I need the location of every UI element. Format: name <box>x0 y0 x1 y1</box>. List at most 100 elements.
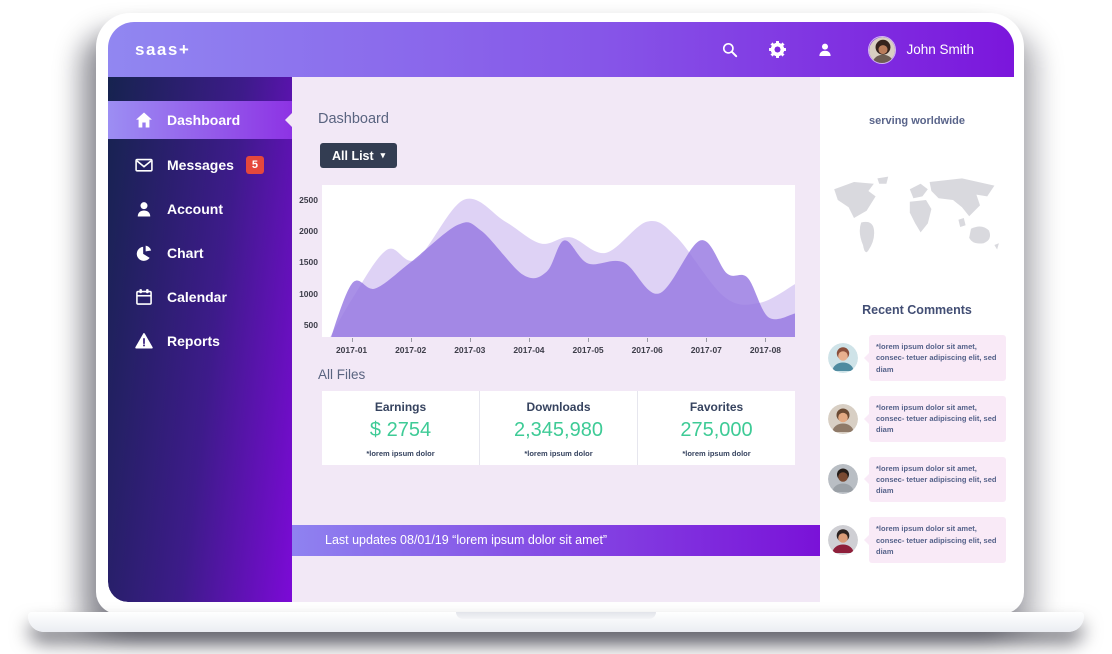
x-axis-tick <box>588 338 590 342</box>
warning-icon <box>135 333 153 349</box>
sidebar-item-chart[interactable]: Chart <box>108 231 292 275</box>
all-list-dropdown[interactable]: All List ▾ <box>320 143 398 168</box>
x-axis-tick <box>469 338 471 342</box>
chevron-down-icon: ▾ <box>380 150 386 160</box>
comment-item: *lorem ipsum dolor sit amet, consec- tet… <box>828 517 1010 563</box>
stat-value: 275,000 <box>680 419 753 441</box>
comment-item: *lorem ipsum dolor sit amet, consec- tet… <box>828 335 1010 381</box>
calendar-icon <box>136 289 152 305</box>
sidebar-item-label: Dashboard <box>167 112 241 128</box>
laptop-bezel: saas+ <box>96 13 1024 614</box>
sidebar-item-label: Account <box>167 201 223 217</box>
x-axis-tick <box>706 338 708 342</box>
x-axis-tick <box>410 338 412 342</box>
stat-earnings: Earnings $ 2754 *lorem ipsum dolor <box>322 391 479 465</box>
person-icon <box>137 202 151 217</box>
x-axis-label: 2017-03 <box>454 345 486 355</box>
stat-downloads: Downloads 2,345,980 *lorem ipsum dolor <box>479 391 637 465</box>
sidebar-item-calendar[interactable]: Calendar <box>108 275 292 319</box>
app-window: saas+ <box>108 22 1014 602</box>
commenter-avatar <box>828 342 858 373</box>
stat-favorites: Favorites 275,000 *lorem ipsum dolor <box>637 391 795 465</box>
stat-note: *lorem ipsum dolor <box>366 449 435 458</box>
area-chart: 500 1000 1500 2000 2500 2017-01 2017-02 2017-0… <box>292 185 820 360</box>
x-axis-tick <box>528 338 530 342</box>
right-panel: serving worldwide Recent Comments <box>820 77 1014 602</box>
y-axis-label: 500 <box>303 319 318 330</box>
sidebar-item-label: Messages <box>167 157 234 173</box>
x-axis-label: 2017-04 <box>513 345 545 355</box>
y-axis-label: 2500 <box>299 194 318 205</box>
commenter-avatar <box>828 403 858 434</box>
pie-chart-icon <box>136 245 152 261</box>
sidebar-item-label: Reports <box>167 333 220 349</box>
last-updates-banner: Last updates 08/01/19 “lorem ipsum dolor… <box>292 525 820 556</box>
recent-comments-title: Recent Comments <box>862 303 972 317</box>
y-axis-label: 1500 <box>299 257 318 268</box>
stat-label: Earnings <box>374 400 427 414</box>
brand-logo: saas+ <box>135 39 191 59</box>
x-axis-label: 2017-05 <box>572 345 604 355</box>
comment-bubble: *lorem ipsum dolor sit amet, consec- tet… <box>869 395 1006 442</box>
avatar-photo <box>869 36 896 63</box>
serving-worldwide-title: serving worldwide <box>869 115 965 127</box>
top-bar: saas+ <box>108 22 1014 77</box>
sidebar-item-messages[interactable]: Messages 5 <box>108 143 292 187</box>
envelope-icon <box>135 158 153 172</box>
x-axis-tick <box>351 338 353 342</box>
user-icon[interactable] <box>816 41 834 59</box>
y-axis-label: 1000 <box>299 288 318 299</box>
laptop-base-notch <box>456 612 656 619</box>
sidebar-item-dashboard[interactable]: Dashboard <box>108 101 292 139</box>
comment-text: *lorem ipsum dolor sit amet, consec- tet… <box>876 463 997 496</box>
comment-item: *lorem ipsum dolor sit amet, consec- tet… <box>828 395 1010 442</box>
stat-value: $ 2754 <box>369 419 432 441</box>
laptop-base <box>28 612 1084 632</box>
chart-series-svg <box>330 198 795 337</box>
chart-plot-area <box>322 185 795 337</box>
x-axis-tick <box>647 338 649 342</box>
x-axis-label: 2017-06 <box>631 345 663 355</box>
home-icon <box>136 112 152 128</box>
search-icon[interactable] <box>721 41 739 59</box>
comment-bubble: *lorem ipsum dolor sit amet, consec- tet… <box>869 335 1006 381</box>
messages-count-badge: 5 <box>245 156 264 174</box>
page-title: Dashboard <box>318 111 389 127</box>
comment-text: *lorem ipsum dolor sit amet, consec- tet… <box>876 402 997 435</box>
sidebar-nav: Dashboard Messages 5 Account <box>108 77 292 602</box>
all-list-label: All List <box>332 148 374 163</box>
stat-value: 2,345,980 <box>514 419 603 441</box>
x-axis-tick <box>765 338 767 342</box>
all-files-title: All Files <box>318 367 366 382</box>
comment-bubble: *lorem ipsum dolor sit amet, consec- tet… <box>869 517 1006 563</box>
stat-label: Downloads <box>526 400 591 414</box>
comment-text: *lorem ipsum dolor sit amet, consec- tet… <box>876 524 997 556</box>
x-axis-label: 2017-07 <box>690 345 722 355</box>
stat-note: *lorem ipsum dolor <box>682 449 751 458</box>
user-name[interactable]: John Smith <box>906 42 974 57</box>
gear-icon[interactable] <box>769 41 787 58</box>
comment-bubble: *lorem ipsum dolor sit amet, consec- tet… <box>869 456 1006 503</box>
comments-list: *lorem ipsum dolor sit amet, consec- tet… <box>828 335 1010 578</box>
commenter-avatar <box>828 464 858 495</box>
stat-label: Favorites <box>689 400 744 414</box>
sidebar-item-label: Chart <box>167 245 204 261</box>
stat-note: *lorem ipsum dolor <box>524 449 593 458</box>
x-axis-label: 2017-02 <box>395 345 427 355</box>
sidebar-item-account[interactable]: Account <box>108 187 292 231</box>
x-axis-label: 2017-01 <box>335 345 368 355</box>
commenter-avatar <box>828 525 858 556</box>
sidebar-item-label: Calendar <box>167 289 227 305</box>
series-dark <box>331 222 795 337</box>
stats-card: Earnings $ 2754 *lorem ipsum dolor Downl… <box>322 391 795 465</box>
world-map <box>834 176 999 253</box>
top-bar-actions: John Smith <box>691 35 974 64</box>
sidebar-item-reports[interactable]: Reports <box>108 319 292 363</box>
x-axis-label: 2017-08 <box>749 345 782 355</box>
y-axis-label: 2000 <box>299 226 318 236</box>
user-avatar[interactable] <box>868 35 897 64</box>
comment-item: *lorem ipsum dolor sit amet, consec- tet… <box>828 456 1010 503</box>
comment-text: *lorem ipsum dolor sit amet, consec- tet… <box>876 342 997 374</box>
main-content: Dashboard All List ▾ 500 1000 1500 2000 2500… <box>292 77 820 602</box>
